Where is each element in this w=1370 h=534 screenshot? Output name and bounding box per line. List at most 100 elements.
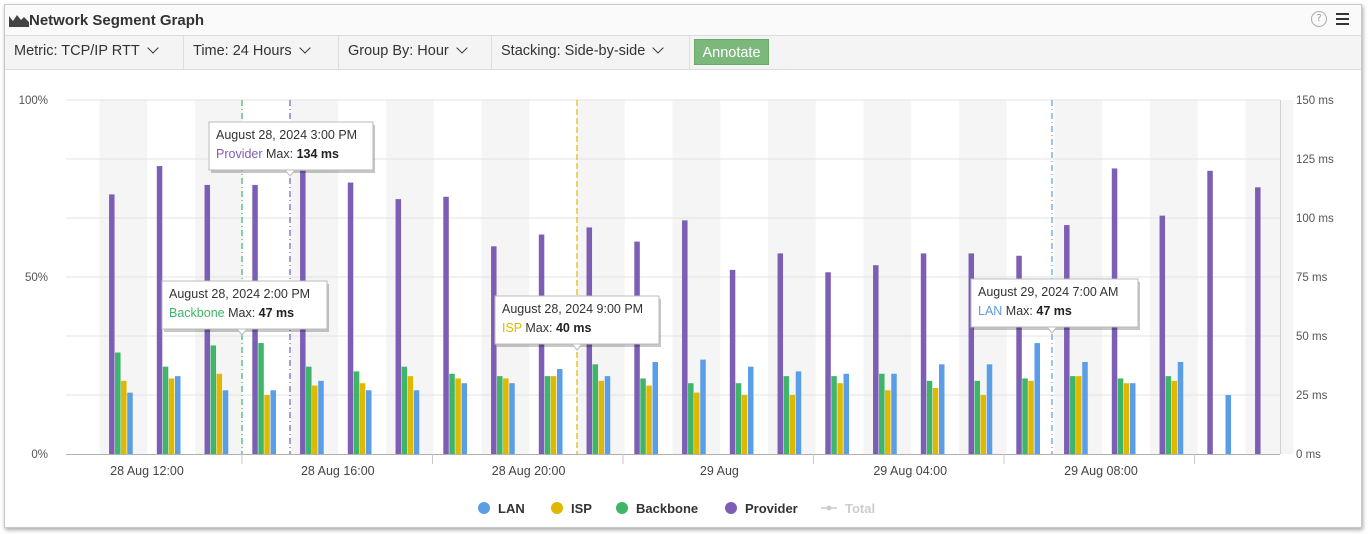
left-axis-tick-label: 100% — [19, 95, 48, 107]
tooltip-series: Backbone — [169, 306, 225, 320]
legend-label: LAN — [498, 501, 525, 516]
bar-lan — [175, 376, 181, 454]
bar-backbone — [449, 373, 455, 454]
bar-backbone — [735, 383, 742, 454]
bar-provider — [729, 269, 736, 454]
legend-item-isp: ISP — [551, 501, 592, 516]
bar-isp — [455, 378, 461, 454]
right-axis-tick-label: 50 ms — [1296, 331, 1328, 343]
bar-provider — [1064, 225, 1070, 454]
bar-isp — [1123, 383, 1130, 454]
bar-isp — [216, 373, 223, 454]
bar-lan — [891, 373, 897, 454]
bar-lan — [1082, 361, 1088, 454]
legend-marker — [551, 502, 563, 514]
help-icon[interactable]: ? — [1311, 11, 1327, 27]
stacking-dropdown[interactable]: Stacking: Side-by-side — [492, 36, 690, 69]
right-axis-tick-label: 0 ms — [1296, 449, 1321, 461]
bar-lan — [1130, 383, 1136, 454]
group-by-dropdown[interactable]: Group By: Hour — [339, 36, 492, 69]
bar-provider — [1255, 187, 1261, 454]
x-tick-label: 28 Aug 12:00 — [110, 464, 184, 478]
tooltip-date: August 28, 2024 3:00 PM — [216, 128, 357, 142]
legend-marker — [478, 502, 490, 514]
bar-provider — [1016, 255, 1022, 454]
bar-lan — [413, 390, 420, 454]
tooltip-max-label: Max: — [225, 306, 259, 320]
x-tick-label: 29 Aug 08:00 — [1064, 464, 1138, 478]
annotation-tooltip: August 29, 2024 7:00 AM LAN Max: 47 ms — [970, 278, 1140, 334]
bar-lan — [652, 361, 658, 454]
legend-label: Total — [845, 501, 875, 516]
chart-legend: LAN ISP Backbone Provider Total — [478, 501, 875, 516]
bar-lan — [366, 390, 372, 454]
bar-lan — [270, 390, 276, 454]
annotate-button[interactable]: Annotate — [694, 39, 769, 65]
time-label: Time: 24 Hours — [193, 43, 292, 59]
annotation-tooltip: August 28, 2024 9:00 PM ISP Max: 40 ms — [494, 295, 661, 351]
bar-lan — [461, 383, 467, 454]
bar-backbone — [879, 373, 885, 454]
bar-isp — [359, 383, 366, 454]
bar-isp — [1028, 380, 1034, 454]
metric-dropdown[interactable]: Metric: TCP/IP RTT — [5, 36, 184, 69]
bar-lan — [843, 373, 849, 454]
tooltip-date: August 28, 2024 2:00 PM — [169, 287, 310, 301]
right-axis-tick-label: 25 ms — [1296, 390, 1328, 402]
tooltip-max-label: Max: — [263, 147, 297, 161]
bar-backbone — [258, 343, 264, 454]
bar-lan — [1177, 361, 1184, 454]
bar-lan — [700, 359, 706, 454]
bar-backbone — [1022, 378, 1028, 454]
tooltip-box — [161, 280, 328, 330]
bar-backbone — [640, 378, 646, 454]
tooltip-max-label: Max: — [1002, 304, 1036, 318]
right-axis-tick-label: 75 ms — [1296, 272, 1328, 284]
toolbar: Metric: TCP/IP RTT Time: 24 Hours Group … — [5, 36, 1361, 70]
x-tick-label: 28 Aug 20:00 — [492, 464, 566, 478]
tooltip-pointer — [283, 169, 297, 177]
bar-lan — [795, 371, 802, 454]
tooltip-date: August 28, 2024 9:00 PM — [502, 302, 643, 316]
tooltip-date: August 29, 2024 7:00 AM — [978, 285, 1118, 299]
stacking-label: Stacking: Side-by-side — [501, 43, 646, 59]
bar-isp — [789, 395, 796, 454]
bar-provider — [395, 199, 402, 454]
x-tick-label: 29 Aug 04:00 — [873, 464, 947, 478]
bar-backbone — [1070, 376, 1076, 454]
legend-label: Backbone — [636, 501, 698, 516]
legend-label: Provider — [745, 501, 798, 516]
bar-backbone — [497, 376, 503, 454]
tooltip-detail: Provider Max: 134 ms — [216, 147, 339, 161]
bar-provider — [682, 220, 688, 454]
bar-provider — [443, 196, 449, 454]
tooltip-value: 40 ms — [556, 321, 591, 335]
area-chart-icon — [9, 15, 29, 27]
bar-isp — [980, 395, 987, 454]
bar-isp — [503, 378, 509, 454]
bar-provider — [873, 265, 879, 454]
legend-marker — [725, 502, 737, 514]
bar-lan — [1225, 395, 1231, 454]
bar-backbone — [783, 376, 790, 454]
bar-backbone — [926, 380, 933, 454]
tooltip-series: LAN — [978, 304, 1002, 318]
time-dropdown[interactable]: Time: 24 Hours — [184, 36, 339, 69]
chart-axes: 100% 50% 0% 150 ms 125 ms 100 ms 75 ms 50 ms 25 … — [19, 95, 1334, 478]
bar-backbone — [306, 366, 312, 454]
legend-item-provider: Provider — [725, 501, 798, 516]
legend-item-lan: LAN — [478, 501, 525, 516]
bar-isp — [407, 376, 414, 454]
tooltip-value: 47 ms — [259, 306, 294, 320]
right-axis-tick-label: 125 ms — [1296, 154, 1334, 166]
left-axis-tick-label: 50% — [25, 272, 48, 284]
legend-item-total: Total — [821, 501, 875, 516]
hamburger-menu-icon[interactable] — [1336, 13, 1349, 25]
bar-backbone — [401, 366, 408, 454]
chart-annotations: August 28, 2024 3:00 PM Provider Max: 134… — [161, 100, 1140, 454]
bar-provider — [1207, 170, 1213, 455]
tooltip-pointer — [1045, 326, 1059, 334]
bar-isp — [1171, 380, 1178, 454]
bar-lan — [939, 364, 945, 454]
